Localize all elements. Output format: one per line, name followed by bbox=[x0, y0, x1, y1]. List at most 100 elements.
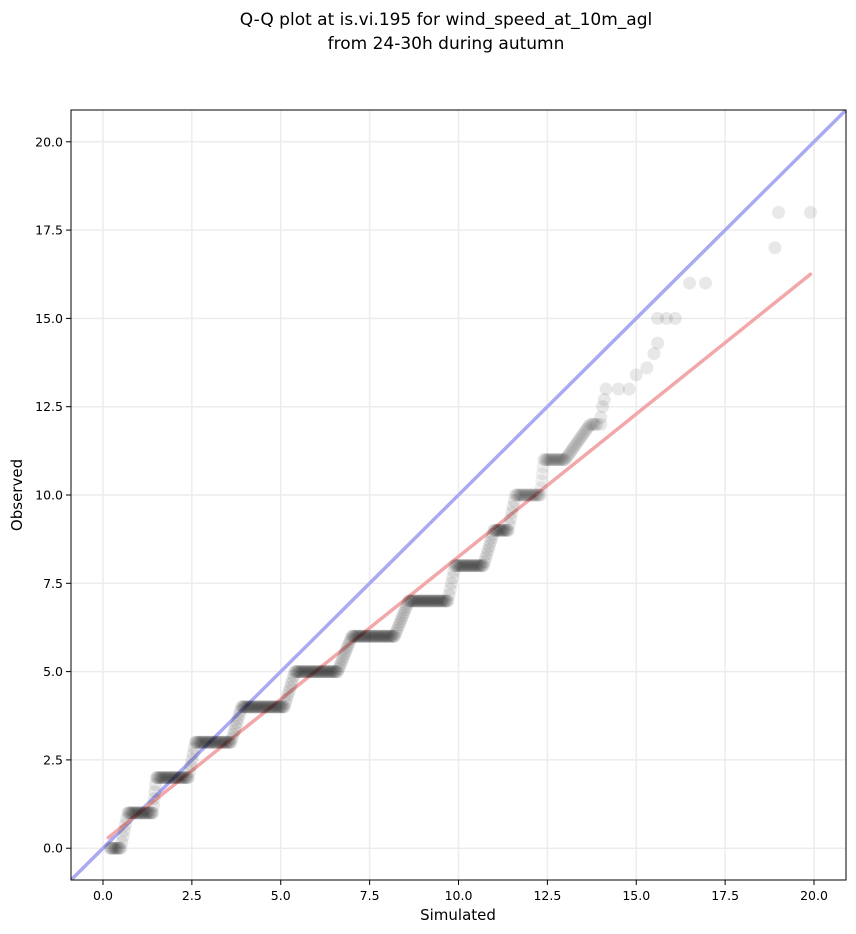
qq-point bbox=[565, 443, 579, 457]
qq-point bbox=[396, 609, 410, 623]
qq-point bbox=[541, 453, 555, 467]
qq-point bbox=[570, 436, 584, 450]
qq-point bbox=[527, 488, 541, 502]
qq-point bbox=[453, 559, 467, 573]
y-tick-label: 0.0 bbox=[43, 841, 63, 856]
qq-point bbox=[525, 488, 539, 502]
qq-point bbox=[188, 735, 202, 749]
qq-point bbox=[364, 629, 378, 643]
qq-point bbox=[441, 594, 455, 608]
qq-point bbox=[539, 453, 553, 467]
qq-point bbox=[280, 692, 294, 706]
qq-point bbox=[211, 735, 225, 749]
qq-point bbox=[250, 700, 264, 714]
qq-point bbox=[668, 311, 682, 325]
qq-point bbox=[393, 615, 407, 629]
qq-point bbox=[339, 644, 353, 658]
qq-point bbox=[103, 841, 117, 855]
qq-point bbox=[409, 594, 423, 608]
qq-point bbox=[771, 205, 785, 219]
qq-point bbox=[187, 741, 201, 755]
qq-point bbox=[141, 806, 155, 820]
qq-point bbox=[115, 835, 129, 849]
qq-point bbox=[392, 618, 406, 632]
qq-point bbox=[408, 594, 422, 608]
qq-point bbox=[386, 629, 400, 643]
qq-point bbox=[502, 517, 516, 531]
qq-point bbox=[138, 806, 152, 820]
qq-point bbox=[326, 665, 340, 679]
qq-point bbox=[516, 488, 530, 502]
qq-point bbox=[214, 735, 228, 749]
qq-point bbox=[414, 594, 428, 608]
qq-point bbox=[179, 771, 193, 785]
qq-point bbox=[266, 700, 280, 714]
qq-point bbox=[350, 629, 364, 643]
qq-point bbox=[574, 431, 588, 445]
qq-point bbox=[407, 594, 421, 608]
qq-point bbox=[480, 547, 494, 561]
qq-point bbox=[438, 594, 452, 608]
qq-point bbox=[544, 453, 558, 467]
qq-point bbox=[412, 594, 426, 608]
qq-point bbox=[473, 559, 487, 573]
qq-point bbox=[467, 559, 481, 573]
qq-point bbox=[572, 432, 586, 446]
qq-point bbox=[433, 594, 447, 608]
qq-point bbox=[329, 665, 343, 679]
y-tick-label: 2.5 bbox=[43, 752, 63, 767]
qq-point bbox=[522, 488, 536, 502]
qq-point bbox=[333, 659, 347, 673]
qq-point bbox=[146, 799, 160, 813]
qq-point bbox=[589, 417, 603, 431]
qq-point bbox=[351, 629, 365, 643]
qq-point bbox=[120, 812, 134, 826]
qq-point bbox=[270, 700, 284, 714]
qq-point bbox=[536, 460, 550, 474]
qq-point bbox=[117, 824, 131, 838]
qq-point bbox=[180, 771, 194, 785]
qq-point bbox=[312, 665, 326, 679]
qq-point bbox=[158, 771, 172, 785]
qq-point bbox=[374, 629, 388, 643]
qq-point bbox=[114, 841, 128, 855]
qq-point bbox=[209, 735, 223, 749]
qq-point bbox=[248, 700, 262, 714]
qq-point bbox=[157, 771, 171, 785]
qq-point bbox=[384, 629, 398, 643]
qq-point bbox=[163, 771, 177, 785]
y-axis-label: Observed bbox=[8, 459, 26, 531]
qq-point bbox=[506, 500, 520, 514]
qq-point bbox=[306, 665, 320, 679]
qq-point bbox=[428, 594, 442, 608]
qq-point bbox=[125, 806, 139, 820]
qq-point bbox=[486, 527, 500, 541]
qq-point bbox=[123, 806, 137, 820]
x-tick-label: 10.0 bbox=[445, 888, 473, 903]
qq-point bbox=[587, 417, 601, 431]
qq-point bbox=[475, 559, 489, 573]
qq-point bbox=[640, 361, 654, 375]
y-tick-label: 12.5 bbox=[35, 399, 63, 414]
qq-point bbox=[316, 665, 330, 679]
qq-point bbox=[302, 665, 316, 679]
qq-point bbox=[334, 656, 348, 670]
qq-point bbox=[143, 806, 157, 820]
qq-point bbox=[162, 771, 176, 785]
qq-point bbox=[230, 716, 244, 730]
qq-point bbox=[271, 700, 285, 714]
qq-point bbox=[497, 523, 511, 537]
qq-point bbox=[267, 700, 281, 714]
qq-point bbox=[191, 735, 205, 749]
qq-point bbox=[449, 559, 463, 573]
y-tick-label: 17.5 bbox=[35, 223, 63, 238]
x-tick-label: 15.0 bbox=[622, 888, 650, 903]
qq-point bbox=[223, 735, 237, 749]
qq-point bbox=[153, 771, 167, 785]
qq-point bbox=[220, 735, 234, 749]
qq-point bbox=[206, 735, 220, 749]
qq-point bbox=[558, 453, 572, 467]
qq-point bbox=[566, 441, 580, 455]
qq-point bbox=[221, 735, 235, 749]
qq-point bbox=[542, 453, 556, 467]
